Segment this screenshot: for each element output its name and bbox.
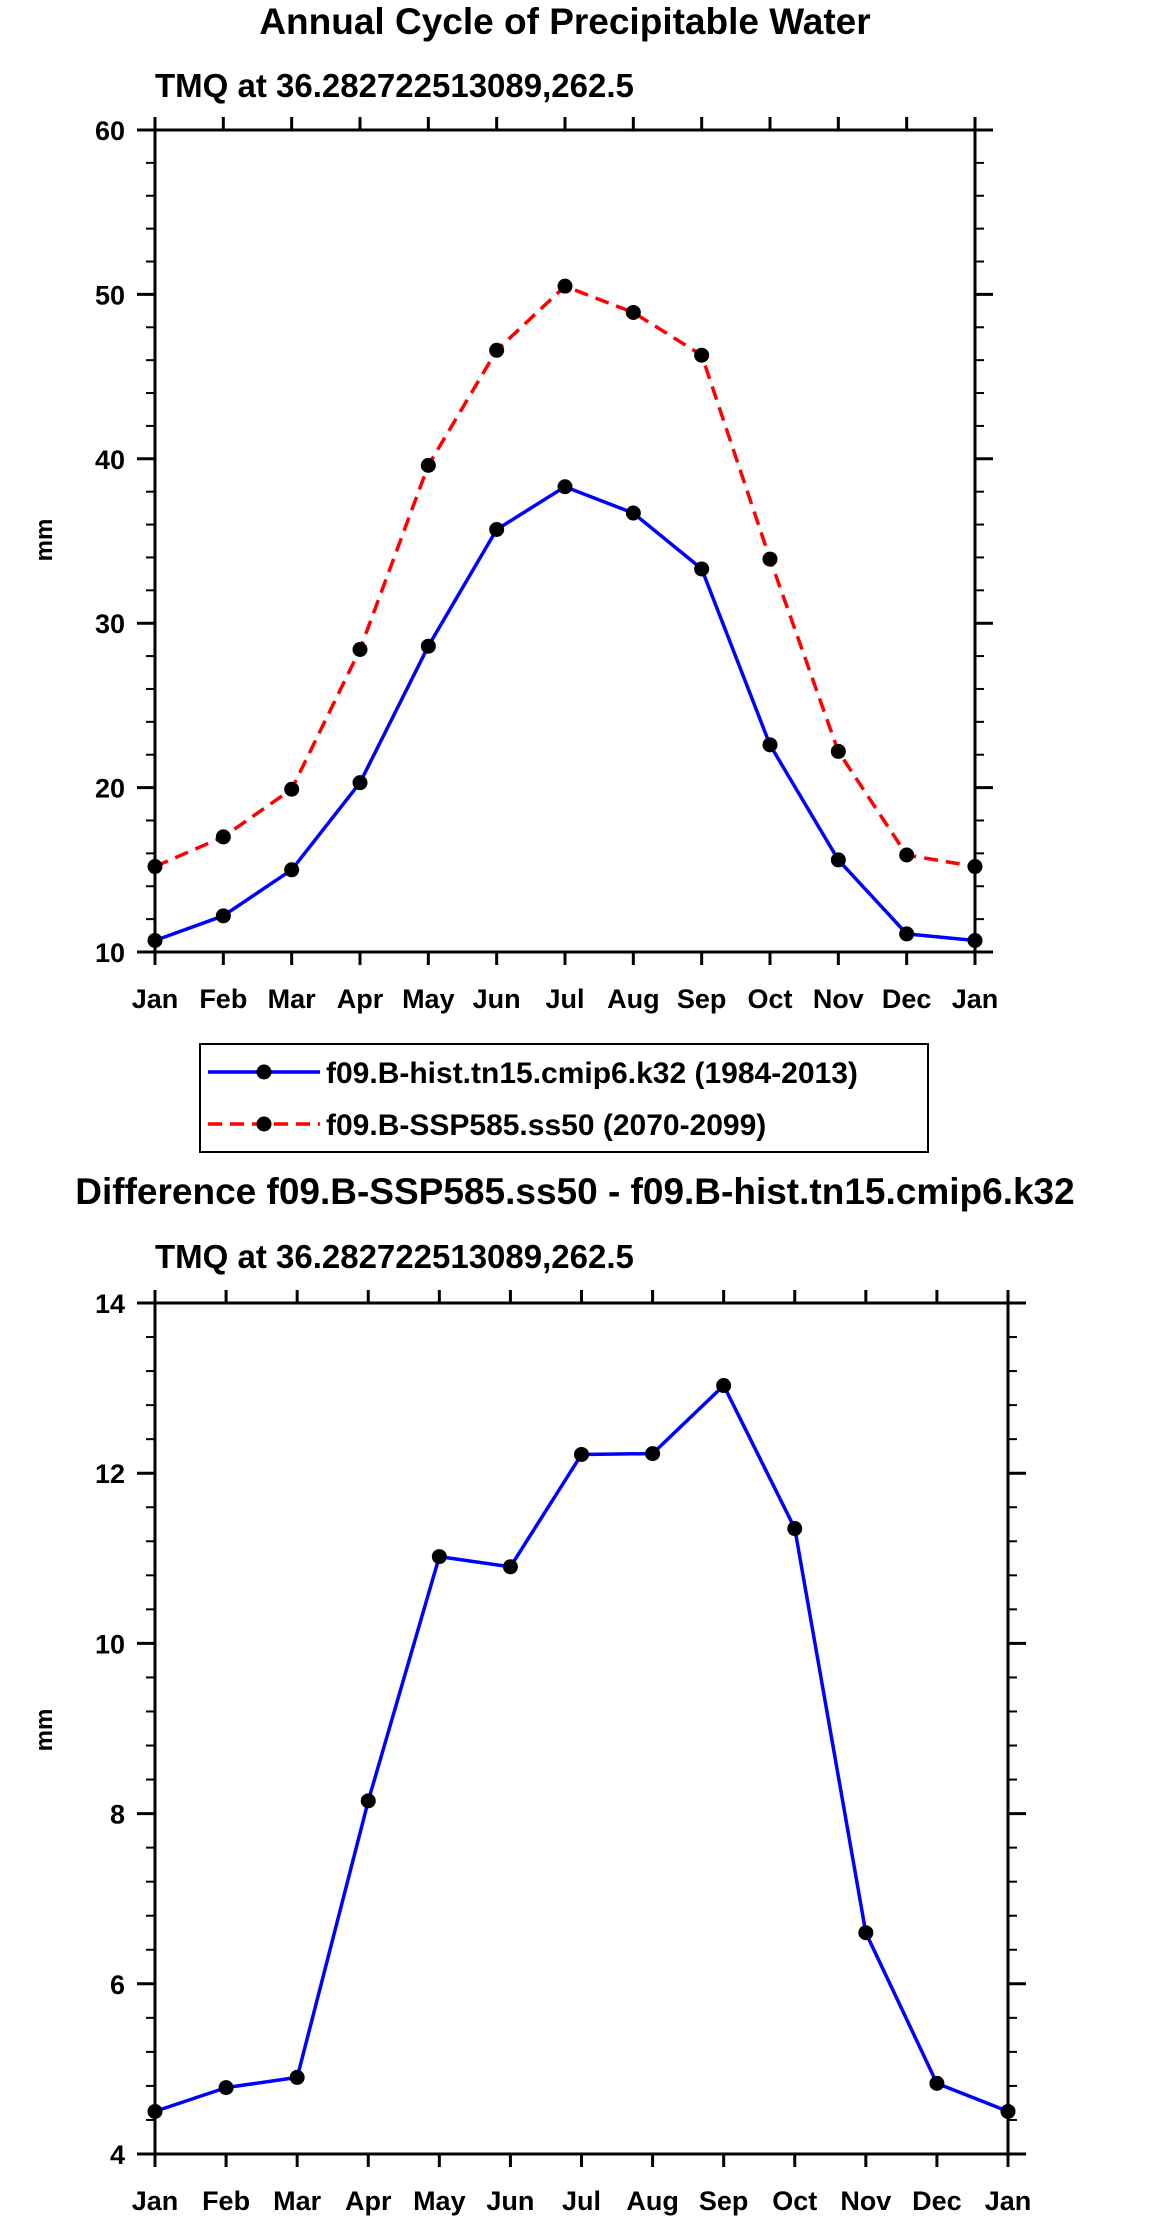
x-tick-label: Aug	[607, 984, 659, 1014]
y-tick-label: 20	[95, 774, 125, 804]
data-point-s0-10	[830, 852, 846, 868]
data-point-s0-1	[215, 908, 231, 924]
data-point-s0-3	[360, 1793, 376, 1809]
data-point-s1-2	[284, 781, 300, 797]
x-tick-label: Dec	[882, 984, 932, 1014]
chart1-y-tick-labels: 10 20 30 40 50 60	[95, 116, 125, 968]
y-tick-label: 50	[95, 280, 125, 310]
chart1-x-tick-labels: Jan Feb Mar Apr May Jun Jul Aug Sep Oct Nov Dec Jan	[132, 984, 999, 1014]
chart-annual-cycle: Annual Cycle of Precipitable Water TMQ a…	[31, 1, 999, 1153]
y-tick-label: 60	[95, 116, 125, 146]
data-point-s1-4	[420, 457, 436, 473]
data-point-s1-10	[830, 743, 846, 759]
x-tick-label: Feb	[199, 984, 247, 1014]
x-tick-label: Mar	[273, 2186, 322, 2216]
legend-item-hist: f09.B-hist.tn15.cmip6.k32 (1984-2013)	[208, 1057, 858, 1090]
data-point-s1-6	[557, 278, 573, 294]
data-point-s0-1	[218, 2080, 234, 2096]
data-point-s0-6	[557, 479, 573, 495]
y-tick-label: 30	[95, 609, 125, 639]
data-point-s0-9	[787, 1521, 803, 1537]
chart1-title: Annual Cycle of Precipitable Water	[259, 1, 870, 42]
chart2-subtitle: TMQ at 36.282722513089,262.5	[155, 1238, 634, 1275]
data-point-s0-10	[858, 1925, 874, 1941]
chart1-ticks	[137, 117, 993, 965]
x-tick-label: Jul	[545, 984, 584, 1014]
y-tick-label: 6	[110, 1970, 125, 2000]
data-point-s1-9	[762, 551, 778, 567]
x-tick-label: May	[402, 984, 455, 1014]
x-tick-label: Feb	[202, 2186, 250, 2216]
chart2-y-tick-labels: 4 6 8 10 12 14	[95, 1289, 125, 2170]
x-tick-label: Jan	[952, 984, 999, 1014]
data-point-s0-4	[431, 1549, 447, 1565]
data-point-s0-6	[574, 1446, 589, 1462]
legend-item-ssp: f09.B-SSP585.ss50 (2070-2099)	[208, 1109, 766, 1142]
x-tick-label: Dec	[912, 2186, 962, 2216]
x-tick-label: Apr	[345, 2186, 392, 2216]
chart-difference: Difference f09.B-SSP585.ss50 - f09.B-his…	[31, 1171, 1075, 2216]
data-point-s0-7	[645, 1446, 661, 1462]
data-point-s1-1	[215, 829, 231, 845]
y-tick-label: 10	[95, 938, 125, 968]
data-point-s0-2	[289, 2069, 305, 2085]
x-tick-label: Aug	[626, 2186, 678, 2216]
data-point-s0-8	[694, 561, 710, 577]
x-tick-label: Apr	[337, 984, 384, 1014]
data-point-s1-8	[694, 347, 710, 363]
chart2-x-tick-labels: Jan Feb Mar Apr May Jun Jul Aug Sep Oct Nov Dec Jan	[132, 2186, 1032, 2216]
y-tick-label: 10	[95, 1629, 125, 1659]
data-point-s0-2	[284, 862, 300, 878]
y-tick-label: 14	[95, 1289, 125, 1319]
chart1-plot-frame	[153, 128, 977, 954]
x-tick-label: Jul	[562, 2186, 601, 2216]
x-tick-label: Jan	[132, 2186, 179, 2216]
data-point-s0-8	[716, 1378, 732, 1394]
data-point-s0-11	[929, 2075, 945, 2091]
data-point-s0-11	[899, 926, 915, 942]
data-point-s1-5	[489, 342, 505, 358]
data-point-s1-7	[625, 304, 641, 320]
chart1-y-axis-label: mm	[31, 519, 58, 562]
chart1-subtitle: TMQ at 36.282722513089,262.5	[155, 67, 634, 104]
data-point-s1-11	[899, 847, 915, 863]
chart2-title: Difference f09.B-SSP585.ss50 - f09.B-his…	[75, 1171, 1074, 1212]
x-tick-label: Oct	[747, 984, 792, 1014]
legend-label-ssp: f09.B-SSP585.ss50 (2070-2099)	[326, 1109, 766, 1142]
x-tick-label: Sep	[677, 984, 727, 1014]
data-point-s0-3	[352, 775, 368, 791]
y-tick-label: 12	[95, 1459, 125, 1489]
legend-label-hist: f09.B-hist.tn15.cmip6.k32 (1984-2013)	[326, 1057, 858, 1090]
data-point-s0-4	[420, 638, 436, 654]
legend-box	[199, 1043, 929, 1153]
data-point-s1-3	[352, 642, 368, 658]
chart2-y-axis-label: mm	[31, 1709, 58, 1752]
legend-marker-hist	[256, 1064, 272, 1080]
x-tick-label: Sep	[699, 2186, 749, 2216]
chart1-legend: f09.B-hist.tn15.cmip6.k32 (1984-2013) f0…	[199, 1043, 929, 1153]
x-tick-label: Mar	[268, 984, 317, 1014]
x-tick-label: Jan	[132, 984, 179, 1014]
chart2-data-points	[147, 1378, 1016, 2119]
data-point-s0-9	[762, 737, 778, 753]
x-tick-label: May	[413, 2186, 466, 2216]
legend-marker-ssp	[256, 1116, 272, 1132]
data-point-s0-5	[502, 1559, 518, 1575]
x-tick-label: Oct	[772, 2186, 817, 2216]
x-tick-label: Jan	[985, 2186, 1032, 2216]
x-tick-label: Jun	[473, 984, 521, 1014]
x-tick-label: Nov	[813, 984, 864, 1014]
chart2-plot-frame	[153, 1301, 1010, 2156]
x-tick-label: Jun	[486, 2186, 534, 2216]
x-tick-label: Nov	[840, 2186, 891, 2216]
data-point-s0-7	[625, 505, 641, 521]
data-point-s0-5	[489, 521, 505, 537]
y-tick-label: 40	[95, 445, 125, 475]
y-tick-label: 8	[110, 1800, 125, 1830]
y-tick-label: 4	[110, 2140, 125, 2170]
